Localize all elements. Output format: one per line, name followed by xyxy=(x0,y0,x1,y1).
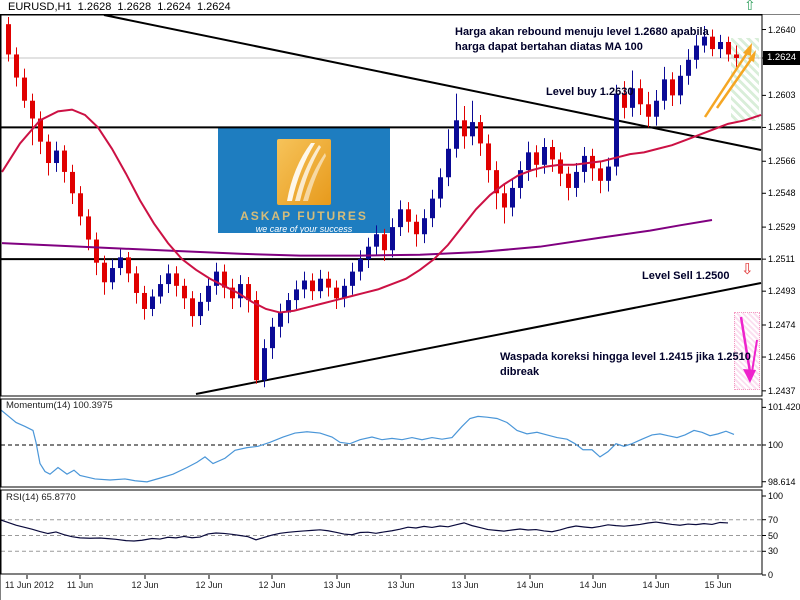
candlestick-series xyxy=(6,17,739,388)
time-label-7: 13 Jun xyxy=(451,580,479,590)
down-projection-arrow-stroke[interactable] xyxy=(739,316,752,373)
rsi-pane-title: RSI(14) 65.8770 xyxy=(6,492,76,503)
up-projection-arrow-stroke2[interactable] xyxy=(715,57,754,109)
level-sell-annotation[interactable]: Level Sell 1.2500 xyxy=(642,270,730,282)
time-label-11: 15 Jun xyxy=(704,580,732,590)
momentum-label-101.4208: 101.4208 xyxy=(768,402,800,413)
logo-flame-icon xyxy=(277,139,331,205)
up-projection-arrowhead xyxy=(743,43,752,56)
time-label-4: 12 Jun xyxy=(258,580,286,590)
rebound-annotation-line1: Harga akan rebound menuju level 1.2680 a… xyxy=(455,26,709,38)
rsi-label-30: 30 xyxy=(768,546,779,557)
up-projection-arrowhead2 xyxy=(748,50,756,62)
price-label-1.2529: 1.2529 xyxy=(768,222,796,233)
warning-annotation[interactable]: Waspada koreksi hingga level 1.2415 jika… xyxy=(500,350,751,380)
price-label-1.2548: 1.2548 xyxy=(768,188,796,199)
price-label-1.2493: 1.2493 xyxy=(768,286,796,297)
down-projection-arrowhead xyxy=(743,369,756,383)
rsi-line xyxy=(0,519,729,542)
rsi-pane-border xyxy=(0,489,763,575)
descending-trendline[interactable] xyxy=(103,14,762,151)
time-label-2: 12 Jun xyxy=(131,580,159,590)
momentum-pane-title: Momentum(14) 100.3975 xyxy=(6,400,113,411)
logo-slogan: we care of your success xyxy=(255,224,353,234)
up-projection-arrow-stroke[interactable] xyxy=(703,49,751,118)
rsi-label-70: 70 xyxy=(768,514,779,525)
rebound-annotation[interactable]: Harga akan rebound menuju level 1.2680 a… xyxy=(455,25,709,55)
price-label-1.2640: 1.2640 xyxy=(768,24,796,35)
down-projection-arrow-stroke2[interactable] xyxy=(751,339,758,373)
momentum-label-98.614: 98.614 xyxy=(768,476,796,487)
momentum-label-100: 100 xyxy=(768,440,784,450)
price-label-1.2566: 1.2566 xyxy=(768,156,796,167)
momentum-line xyxy=(0,408,735,483)
ma-fast-line xyxy=(1,108,762,314)
time-label-8: 14 Jun xyxy=(516,580,544,590)
time-label-6: 13 Jun xyxy=(387,580,415,590)
ma-slow-line xyxy=(1,218,713,257)
price-label-1.2474: 1.2474 xyxy=(768,320,796,330)
level-buy-annotation[interactable]: Level buy 1.2630 xyxy=(546,86,634,98)
logo-name: ASKAP FUTURES xyxy=(240,209,368,223)
ascending-trendline[interactable] xyxy=(195,282,762,395)
chart-titlebar: EURUSD,H1 1.2628 1.2628 1.2624 1.2624 ⇧ xyxy=(0,0,800,14)
time-label-5: 13 Jun xyxy=(323,580,351,590)
warning-annotation-line2: dibreak xyxy=(500,366,540,378)
chart-title: EURUSD,H1 1.2628 1.2628 1.2624 1.2624 xyxy=(8,1,231,13)
time-label-0: 11 Jun 2012 xyxy=(5,580,54,590)
rsi-label-50: 50 xyxy=(768,530,779,541)
main-pane-border xyxy=(0,14,763,397)
chart-shift-up-icon[interactable]: ⇧ xyxy=(744,0,756,13)
rsi-label-0: 0 xyxy=(768,570,774,580)
askap-futures-logo: ASKAP FUTURES we care of your success xyxy=(218,127,390,234)
time-label-1: 11 Jun xyxy=(66,580,94,590)
price-label-1.2603: 1.2603 xyxy=(768,90,796,101)
time-label-10: 14 Jun xyxy=(642,580,670,590)
price-label-1.2456: 1.2456 xyxy=(768,352,796,363)
price-label-1.2585: 1.2585 xyxy=(768,122,796,133)
price-label-1.2511: 1.2511 xyxy=(768,254,795,265)
price-label-1.2437: 1.2437 xyxy=(768,385,796,396)
sell-down-arrow-icon[interactable]: ⇩ xyxy=(741,261,754,278)
time-label-3: 12 Jun xyxy=(195,580,223,590)
momentum-pane-border xyxy=(0,398,763,488)
rsi-label-100: 100 xyxy=(768,491,784,501)
warning-annotation-line1: Waspada koreksi hingga level 1.2415 jika… xyxy=(500,351,751,363)
current-price-box: 1.2624 xyxy=(763,51,800,65)
rebound-annotation-line2: harga dapat bertahan diatas MA 100 xyxy=(455,41,643,53)
time-label-9: 14 Jun xyxy=(579,580,607,590)
